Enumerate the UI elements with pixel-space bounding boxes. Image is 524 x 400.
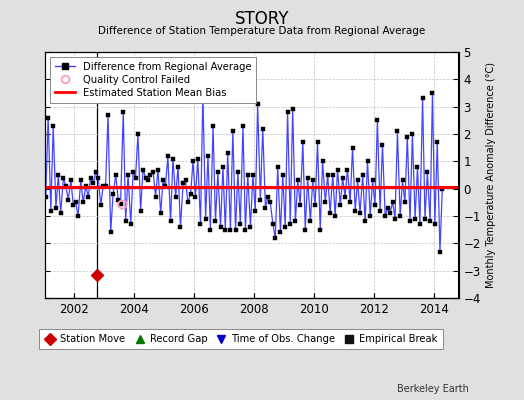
Text: STORY: STORY	[235, 10, 289, 28]
Text: Berkeley Earth: Berkeley Earth	[397, 384, 469, 394]
Legend: Station Move, Record Gap, Time of Obs. Change, Empirical Break: Station Move, Record Gap, Time of Obs. C…	[39, 329, 443, 349]
Legend: Difference from Regional Average, Quality Control Failed, Estimated Station Mean: Difference from Regional Average, Qualit…	[50, 57, 256, 103]
Y-axis label: Monthly Temperature Anomaly Difference (°C): Monthly Temperature Anomaly Difference (…	[486, 62, 496, 288]
Text: Difference of Station Temperature Data from Regional Average: Difference of Station Temperature Data f…	[99, 26, 425, 36]
